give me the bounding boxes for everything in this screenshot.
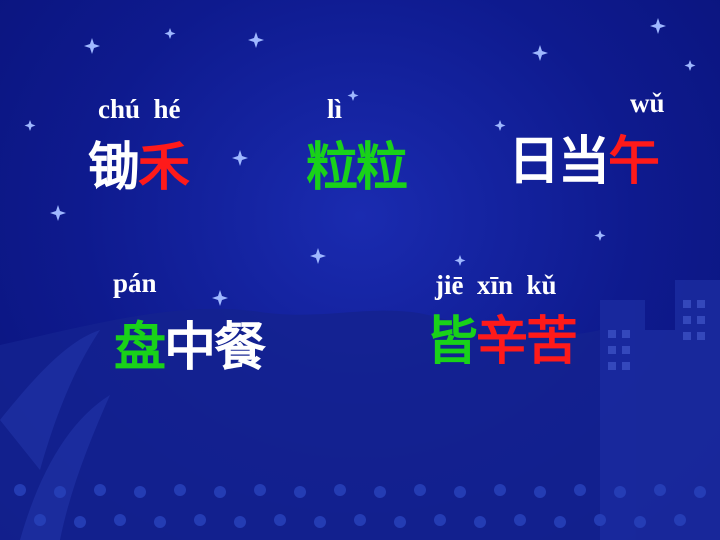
hanzi-li-2: 粒 [356,138,408,198]
hanzi-can: 餐 [214,318,266,378]
hanzi-xin: 辛 [476,312,528,372]
hanzi-ri: 日 [508,132,560,192]
hanzi-pan: 盘 [114,318,166,378]
hanzi-wu: 午 [608,132,660,192]
pinyin-chu-he: chú hé [98,94,181,124]
verse-jie-xin-ku: 皆辛苦 [426,316,578,368]
hanzi-zhong: 中 [164,318,216,378]
mountain-silhouette [0,308,600,540]
hanzi-jie: 皆 [426,312,478,372]
pinyin-pan: pán [113,268,157,298]
sparkle-stars [24,18,696,306]
verse-ri-dang-wu: 日当午 [508,136,660,188]
building-windows [608,300,705,370]
hanzi-he: 禾 [138,138,190,198]
pinyin-jie-xin-ku: jiē xīn kǔ [435,270,557,300]
paw-print-border [14,484,706,528]
hanzi-dang: 当 [558,132,610,192]
verse-chu-he: 锄禾 [88,142,190,194]
hanzi-li-1: 粒 [306,138,358,198]
palm-leaves [0,330,110,540]
verse-pan-zhong-can: 盘中餐 [114,322,266,374]
pinyin-wu: wǔ [630,88,665,118]
hanzi-chu: 锄 [88,138,140,198]
pinyin-li: lì [327,94,343,124]
verse-li-li: 粒粒 [306,142,408,194]
hanzi-ku: 苦 [526,312,578,372]
